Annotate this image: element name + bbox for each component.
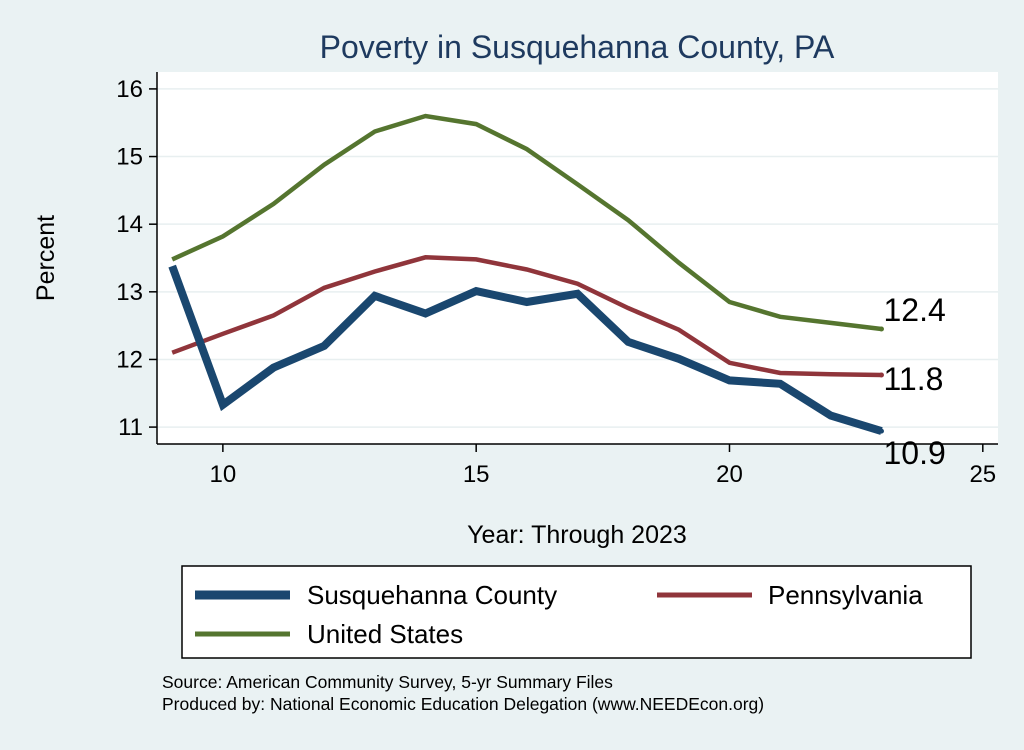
- end-label-pennsylvania: 11.8: [883, 361, 943, 397]
- series-end-point-united-states: [878, 326, 884, 332]
- y-tick-label-13: 13: [116, 279, 143, 306]
- source-line-1: Source: American Community Survey, 5-yr …: [162, 672, 613, 692]
- legend-label-susquehanna-county: Susquehanna County: [307, 580, 557, 610]
- series-line-susquehanna-county: [168, 264, 883, 435]
- y-tick-label-15: 15: [116, 144, 143, 171]
- legend: Susquehanna County Pennsylvania United Sta…: [195, 580, 923, 649]
- y-tick-label-16: 16: [116, 76, 143, 103]
- y-tick-label-12: 12: [116, 346, 143, 373]
- series-end-point-susquehanna-county: [878, 428, 884, 434]
- x-axis-title: Year: Through 2023: [467, 521, 687, 549]
- y-tick-label-11: 11: [118, 414, 143, 441]
- end-labels: 10.9 11.8 12.4: [883, 292, 945, 471]
- source-line-2: Produced by: National Economic Education…: [162, 694, 764, 714]
- end-label-susquehanna-county: 10.9: [883, 435, 945, 471]
- y-axis-title: Percent: [32, 215, 60, 301]
- chart-title: Poverty in Susquehanna County, PA: [320, 29, 835, 65]
- legend-label-pennsylvania: Pennsylvania: [768, 580, 923, 610]
- series-line-pennsylvania: [171, 255, 882, 378]
- axes: 11 12 13 14 15 16 10 15 20 25: [116, 72, 998, 488]
- x-tick-label-20: 20: [716, 461, 743, 488]
- legend-box: [181, 565, 972, 659]
- series-end-point-pennsylvania: [878, 372, 884, 378]
- end-label-united-states: 12.4: [883, 292, 945, 328]
- x-tick-label-15: 15: [463, 461, 490, 488]
- y-tick-label-14: 14: [116, 211, 143, 238]
- x-tick-label-10: 10: [210, 461, 237, 488]
- plot-area: [157, 72, 998, 444]
- series-line-united-states: [171, 113, 882, 332]
- x-tick-label-25: 25: [969, 461, 996, 488]
- legend-label-united-states: United States: [307, 619, 463, 649]
- series-lines: [168, 113, 884, 435]
